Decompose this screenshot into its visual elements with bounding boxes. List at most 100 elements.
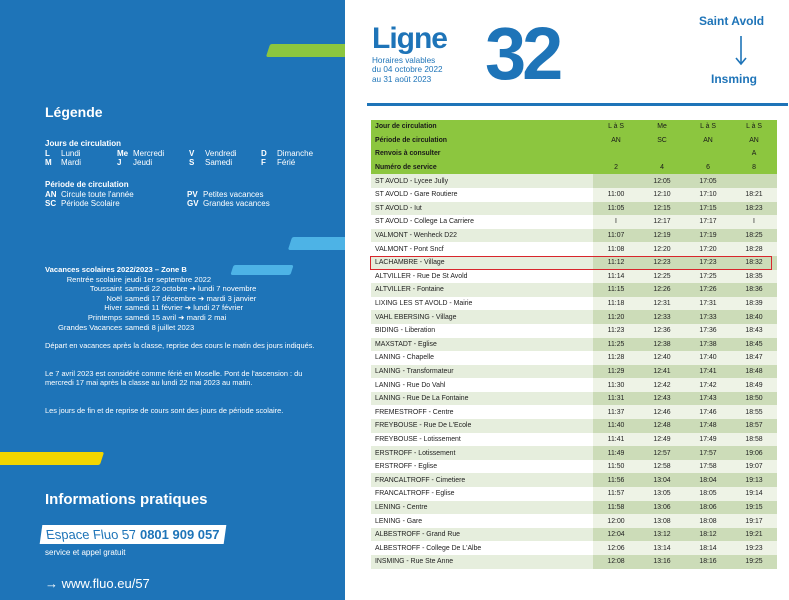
day-legend-item: J Jeudi [117, 158, 189, 168]
vacances-label: Printemps [87, 312, 122, 322]
website-link[interactable]: → www.fluo.eu/57 [45, 576, 150, 591]
time-cell: 18:36 [731, 283, 777, 297]
time-cell: 12:26 [639, 283, 685, 297]
time-cell: 12:40 [639, 351, 685, 365]
time-cell: 18:28 [731, 242, 777, 256]
time-cell: 18:32 [731, 255, 777, 270]
time-cell: SC [639, 133, 685, 148]
time-cell: 11:57 [593, 487, 639, 501]
day-legend-item: Me Mercredi [117, 149, 189, 159]
time-cell: 18:48 [731, 364, 777, 379]
time-cell: 18:04 [685, 473, 731, 488]
time-cell: 18:21 [731, 187, 777, 202]
table-row: ST AVOLD - College La Carriere I 12:17 17:1… [371, 215, 777, 229]
stop-name: FREYBOUSE - Rue De L'Ecole [371, 419, 593, 433]
time-cell: 17:38 [685, 337, 731, 352]
vacances-row: Toussaint samedi 22 octobre ➜ lundi 7 nov… [45, 284, 256, 294]
table-row: ALTVILLER - Fontaine 11:15 12:26 17:26 18:36 [371, 283, 777, 297]
table-row: ALBESTROFF - Grand Rue 12:04 13:12 18:12 19:… [371, 527, 777, 542]
day-code: Me [117, 148, 129, 158]
time-cell: 13:16 [639, 555, 685, 569]
period-code: GV [187, 199, 199, 208]
time-cell: 13:14 [639, 541, 685, 555]
time-cell: I [593, 215, 639, 229]
highlighted-row-marker [370, 256, 772, 270]
timetable-panel: Ligne Horaires valables du 04 octobre 20… [345, 0, 789, 600]
period-legend-item: GV Grandes vacances [187, 199, 317, 209]
period-code: AN [45, 189, 57, 199]
day-legend-item: S Samedi [189, 158, 261, 168]
phone-number[interactable]: 0801 909 057 [139, 527, 220, 542]
time-cell: 17:33 [685, 310, 731, 324]
table-row: ST AVOLD - Lycee Jully 12:05 17:05 [371, 174, 777, 188]
header-row: Numéro de service 2 4 6 8 [371, 160, 777, 175]
stop-name: LANING - Chapelle [371, 351, 593, 365]
stop-name: FRANCALTROFF - Cimetiere [371, 473, 593, 488]
decorative-stripe [265, 44, 345, 57]
stop-name: Période de circulation [371, 133, 593, 148]
time-cell: 17:26 [685, 283, 731, 297]
time-cell: 18:49 [731, 378, 777, 392]
table-row: ST AVOLD - Gare Routiere 11:00 12:10 17:10 1… [371, 187, 777, 202]
time-cell: 17:25 [685, 269, 731, 284]
table-row: LANING - Rue De La Fontaine 11:31 12:43 17:… [371, 391, 777, 406]
vacances-value: samedi 15 avril ➜ mardi 2 mai [125, 312, 227, 322]
validity-text: Horaires valables du 04 octobre 2022 au … [372, 56, 443, 84]
stop-name: ERSTROFF - Eglise [371, 459, 593, 474]
day-code: F [261, 158, 266, 167]
time-cell: 12:06 [593, 541, 639, 555]
time-cell: A [731, 147, 777, 161]
table-row: VAHL EBERSING - Village 11:20 12:33 17:33 18… [371, 310, 777, 324]
time-cell: 12:08 [593, 555, 639, 569]
time-cell: 11:58 [593, 500, 639, 515]
time-cell: 19:13 [731, 473, 777, 488]
day-legend-item: F Férié [261, 158, 341, 168]
stop-name: ST AVOLD - Iut [371, 201, 593, 216]
table-row: FRANCALTROFF - Eglise 11:57 13:05 18:05 19:1… [371, 487, 777, 501]
table-row: LANING - Transformateur 11:29 12:41 17:41 18… [371, 364, 777, 379]
time-cell: 12:20 [639, 242, 685, 256]
header-divider [367, 103, 788, 106]
vacances-row: Hiver samedi 11 février ➜ lundi 27 févrie… [45, 303, 256, 313]
line-number: 32 [485, 12, 563, 95]
vacances-label: Hiver [104, 303, 122, 313]
period-legend-item: PV Petites vacances [187, 190, 317, 200]
service-note: service et appel gratuit [45, 548, 126, 557]
time-cell: 17:58 [685, 459, 731, 474]
period-name: Petites vacances [203, 189, 264, 199]
note-holiday: Le 7 avril 2023 est considéré comme féri… [45, 369, 303, 388]
time-cell: 11:15 [593, 283, 639, 297]
legend-panel: Légende Jours de circulation L Lundi Me Mer… [0, 0, 345, 600]
contact-box: Espace Fluo 57 0801 909 057 [39, 525, 226, 544]
table-row: FREYBOUSE - Lotissement 11:41 12:49 17:49 18… [371, 432, 777, 447]
period-section: Période de circulation AN Circule toute l… [45, 180, 317, 209]
time-cell [593, 174, 639, 188]
day-legend-item: L Lundi [45, 149, 117, 159]
time-cell: 18:58 [731, 432, 777, 447]
day-name: Vendredi [205, 148, 237, 158]
table-row: ERSTROFF - Eglise 11:50 12:58 17:58 19:07 [371, 459, 777, 474]
time-cell: 18:23 [731, 201, 777, 216]
stop-name: ST AVOLD - College La Carriere [371, 215, 593, 229]
stop-name: ALBESTROFF - Grand Rue [371, 527, 593, 542]
time-cell: 19:06 [731, 446, 777, 460]
day-legend-item: V Vendredi [189, 149, 261, 159]
day-legend-item: D Dimanche [261, 149, 341, 159]
time-cell: 11:30 [593, 378, 639, 392]
time-cell: 11:29 [593, 364, 639, 379]
time-cell: 17:46 [685, 405, 731, 420]
vacances-section: Vacances scolaires 2022/2023 – Zone B Re… [45, 265, 256, 332]
days-grid: L Lundi Me Mercredi V Vendredi D Dimanche M Mardi… [45, 149, 341, 168]
validity-line: au 31 août 2023 [372, 74, 432, 84]
time-cell: 18:12 [685, 527, 731, 542]
time-cell: 11:18 [593, 296, 639, 311]
vacances-label: Toussaint [89, 284, 122, 294]
time-cell: 12:25 [639, 269, 685, 284]
stop-name: Numéro de service [371, 160, 593, 175]
time-cell: 11:14 [593, 269, 639, 284]
header-row: Période de circulation AN SC AN AN [371, 133, 777, 148]
vacances-value: samedi 8 juillet 2023 [125, 322, 195, 332]
table-row: LANING - Rue Do Vahl 11:30 12:42 17:42 18:49 [371, 378, 777, 392]
fluo-label: Espace Fluo 57 [44, 527, 138, 542]
